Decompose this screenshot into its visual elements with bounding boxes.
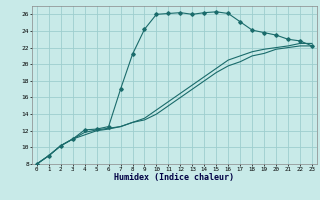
X-axis label: Humidex (Indice chaleur): Humidex (Indice chaleur): [115, 173, 234, 182]
